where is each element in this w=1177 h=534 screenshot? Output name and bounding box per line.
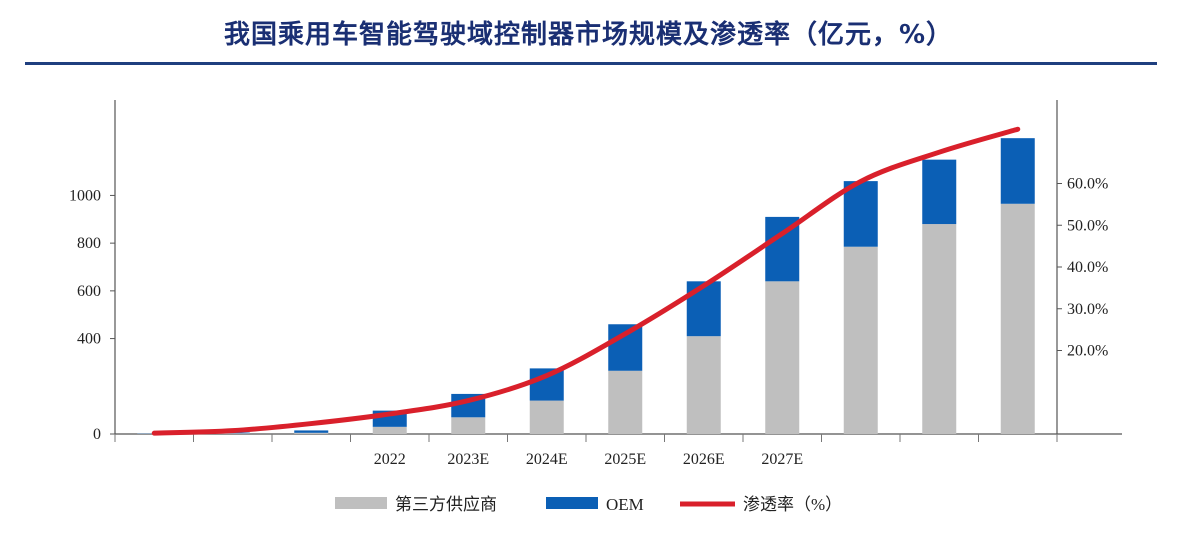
left-tick-label: 800 xyxy=(77,235,101,252)
x-tick-label: 2027E xyxy=(761,451,803,468)
right-tick-label: 20.0% xyxy=(1067,343,1108,360)
bar-third-party xyxy=(294,432,329,434)
left-tick-label: 1000 xyxy=(69,187,101,204)
right-tick-label: 30.0% xyxy=(1067,301,1108,318)
bar-oem xyxy=(843,181,878,247)
x-tick-label: 2026E xyxy=(683,451,725,468)
legend-oem-swatch xyxy=(546,497,598,509)
left-tick-label: 400 xyxy=(77,331,101,348)
bar-third-party xyxy=(451,417,486,434)
bar-third-party xyxy=(686,336,721,434)
legend-oem-label: OEM xyxy=(606,495,644,514)
bar-oem xyxy=(922,159,957,225)
bar-oem xyxy=(686,281,721,337)
bar-third-party xyxy=(529,400,564,434)
left-tick-label: 0 xyxy=(93,426,101,443)
right-tick-label: 40.0% xyxy=(1067,259,1108,276)
x-tick-label: 2023E xyxy=(447,451,489,468)
bar-third-party xyxy=(1000,203,1035,434)
right-tick-label: 60.0% xyxy=(1067,176,1108,193)
bar-third-party xyxy=(608,370,643,434)
title-underline xyxy=(25,62,1157,65)
chart-title: 我国乘用车智能驾驶域控制器市场规模及渗透率（亿元，%） xyxy=(223,20,954,50)
bar-oem xyxy=(1000,138,1035,204)
bar-third-party xyxy=(372,426,407,434)
bar-third-party xyxy=(843,246,878,434)
penetration-rate-line xyxy=(151,126,1021,436)
bar-oem xyxy=(294,430,329,433)
legend-third-party-label: 第三方供应商 xyxy=(395,495,497,514)
bar-third-party xyxy=(765,281,800,434)
x-tick-label: 2024E xyxy=(526,451,568,468)
x-tick-label: 2022 xyxy=(374,451,406,468)
left-tick-label: 600 xyxy=(77,283,101,300)
right-tick-label: 50.0% xyxy=(1067,217,1108,234)
bar-third-party xyxy=(215,433,250,434)
legend-penetration-rate-label: 渗透率（%） xyxy=(743,495,842,514)
bar-third-party xyxy=(922,224,957,434)
legend-third-party-swatch xyxy=(335,497,387,509)
x-tick-label: 2025E xyxy=(604,451,646,468)
